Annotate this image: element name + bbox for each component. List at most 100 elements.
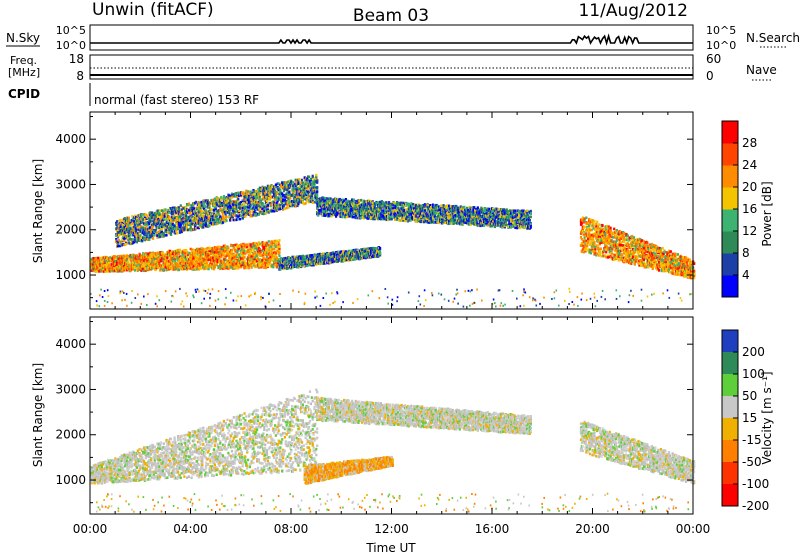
echo-cell: [194, 263, 197, 267]
echo-cell: [298, 178, 301, 181]
echo-cell: [211, 262, 214, 266]
echo-cell: [249, 250, 252, 253]
echo-cell: [252, 248, 255, 251]
echo-cell: [170, 230, 173, 233]
echo-cell: [241, 254, 244, 258]
echo-cell: [138, 252, 141, 256]
echo-cell: [271, 263, 274, 267]
echo-cell: [185, 258, 188, 261]
echo-cell: [268, 244, 271, 247]
echo-cell: [204, 205, 207, 208]
echo-cell: [161, 254, 164, 257]
echo-cell: [216, 258, 219, 261]
echo-cell: [315, 173, 318, 177]
echo-cell: [213, 251, 216, 255]
echo-cell: [222, 251, 225, 255]
echo-cell: [226, 259, 229, 263]
echo-cell: [226, 265, 229, 269]
echo-cell: [234, 262, 237, 266]
echo-cell: [237, 197, 240, 201]
echo-cell: [227, 248, 230, 252]
echo-cell: [138, 263, 141, 267]
echo-cell: [141, 261, 144, 265]
echo-cell: [278, 245, 281, 249]
echo-cell: [123, 260, 126, 264]
echo-cell: [231, 257, 234, 260]
echo-cell: [181, 268, 184, 271]
echo-cell: [179, 256, 182, 260]
echo-cell: [230, 251, 234, 254]
echo-cell: [316, 193, 319, 197]
echo-cell: [232, 258, 235, 262]
echo-cell: [144, 267, 147, 270]
echo-cell: [267, 240, 270, 243]
echo-cell: [182, 261, 185, 264]
echo-cell: [169, 255, 173, 258]
echo-cell: [172, 256, 175, 260]
echo-cell: [216, 247, 219, 250]
echo-cell: [152, 234, 155, 237]
echo-cell: [186, 268, 189, 271]
echo-cell: [185, 249, 188, 252]
echo-cell: [177, 260, 181, 263]
echo-cell: [176, 232, 179, 235]
echo-cell: [191, 259, 194, 263]
echo-cell: [227, 251, 230, 254]
echo-cell: [144, 269, 147, 272]
echo-cell: [177, 264, 180, 268]
echo-cell: [206, 247, 209, 250]
echo-cell: [246, 266, 249, 270]
echo-cell: [148, 260, 151, 264]
echo-cell: [257, 260, 260, 263]
echo-cell: [117, 261, 120, 265]
echo-cell: [204, 264, 207, 267]
echo-cell: [177, 258, 181, 261]
echo-cell: [254, 244, 257, 247]
echo-cell: [134, 261, 138, 265]
echo-cell: [160, 259, 163, 263]
echo-cell: [109, 259, 112, 262]
echo-cell: [268, 259, 271, 263]
echo-cell: [228, 256, 231, 260]
echo-cell: [195, 200, 198, 204]
echo-cell: [243, 259, 246, 263]
freq-panel-frame: [89, 54, 694, 80]
echo-cell: [181, 252, 184, 256]
echo-cell: [216, 260, 219, 264]
echo-cell: [161, 251, 164, 254]
echo-cell: [229, 259, 232, 262]
echo-cell: [99, 267, 102, 271]
echo-cell: [197, 255, 200, 259]
echo-cell: [208, 252, 211, 255]
echo-cell: [138, 268, 141, 271]
echo-cell: [217, 265, 220, 268]
echo-cell: [125, 259, 129, 262]
echo-cell: [208, 250, 211, 253]
echo-cell: [169, 249, 172, 253]
echo-cell: [127, 219, 130, 222]
echo-cell: [148, 238, 151, 241]
echo-cell: [145, 255, 148, 258]
echo-cell: [271, 247, 274, 251]
echo-cell: [189, 225, 192, 228]
echo-cell: [214, 246, 217, 249]
echo-cell: [202, 257, 205, 261]
echo-cell: [232, 244, 235, 247]
echo-cell: [119, 218, 122, 222]
echo-cell: [168, 264, 171, 268]
echo-cell: [310, 197, 313, 200]
echo-cell: [177, 248, 180, 252]
echo-cell: [224, 249, 227, 253]
echo-cell: [316, 179, 319, 183]
echo-cell: [164, 208, 167, 211]
echo-cell: [162, 257, 165, 260]
echo-cell: [278, 239, 281, 242]
echo-cell: [198, 264, 201, 268]
nsky-panel-frame: [89, 24, 694, 51]
echo-cell: [246, 243, 249, 246]
echo-cell: [201, 255, 204, 258]
echo-cell: [131, 255, 134, 259]
echo-cell: [218, 256, 221, 260]
echo-cell: [257, 241, 260, 244]
echo-cell: [175, 252, 178, 255]
